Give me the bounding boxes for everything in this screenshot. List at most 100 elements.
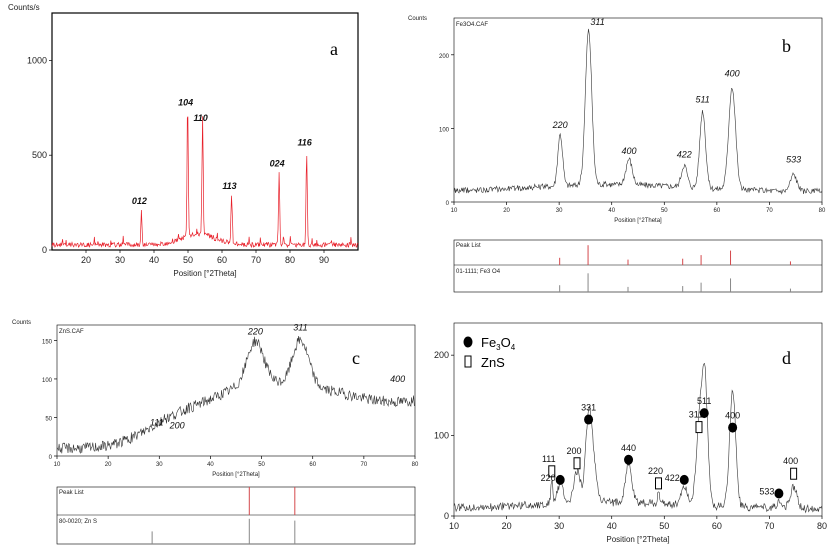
zns-peak-marker <box>790 467 798 480</box>
x-tick-label: 30 <box>554 521 564 531</box>
y-tick-label: 50 <box>45 416 52 422</box>
x-tick-label: 70 <box>361 462 368 468</box>
x-tick-label: 50 <box>659 521 669 531</box>
series-line-b <box>453 28 823 195</box>
peak-label: 200 <box>169 420 185 430</box>
y-tick-label: 500 <box>32 150 47 160</box>
x-tick-label: 80 <box>819 208 826 214</box>
peak-label: 116 <box>297 137 312 147</box>
peak-list-box <box>453 239 823 293</box>
peak-label: 400 <box>725 69 740 79</box>
fe3o4-peak-marker <box>624 454 634 465</box>
zns-peak-marker <box>655 477 663 490</box>
x-tick-label: 70 <box>764 521 774 531</box>
peak-list-reference: 01-1111; Fe3 O4 <box>456 269 501 275</box>
peak-label: 111 <box>150 417 164 427</box>
peak-list-box <box>56 486 416 545</box>
series-line-a <box>51 116 359 249</box>
fe3o4-peak-marker <box>699 408 709 419</box>
peak-label: 331 <box>581 403 596 413</box>
x-tick-label: 20 <box>503 208 510 214</box>
y-tick-label: 0 <box>42 245 47 255</box>
panel-d: 10 20 30 40 50 60 70 80 0 100 200 Position [°2Theta… <box>434 322 827 544</box>
x-tick-label: 60 <box>712 521 722 531</box>
peak-label: 400 <box>390 374 405 384</box>
x-axis-label: Position [°2Theta] <box>614 218 662 224</box>
x-tick-label: 50 <box>661 208 668 214</box>
panel-label-d: d <box>782 348 791 368</box>
plot-frame-a <box>51 12 359 251</box>
x-tick-label: 20 <box>81 255 91 265</box>
peak-label: 311 <box>689 410 703 420</box>
peak-label: 400 <box>622 146 637 156</box>
x-tick-label: 10 <box>54 462 61 468</box>
fe3o4-peak-marker <box>728 422 738 433</box>
x-tick-label: 70 <box>251 255 261 265</box>
peak-label: 024 <box>270 158 285 168</box>
peak-label: 533 <box>786 155 801 165</box>
x-tick-label: 40 <box>607 521 617 531</box>
peak-label: 311 <box>293 323 307 333</box>
peak-label: 012 <box>132 196 147 206</box>
peak-label: 422 <box>665 473 680 483</box>
peak-label: 400 <box>783 456 798 466</box>
x-tick-label: 70 <box>766 208 773 214</box>
y-tick-label: 0 <box>49 455 53 461</box>
x-tick-label: 80 <box>285 255 295 265</box>
y-axis-label: Counts/s <box>8 3 40 12</box>
peak-label: 400 <box>725 411 740 421</box>
y-tick-label: 0 <box>444 511 449 521</box>
peak-label: 220 <box>648 466 663 476</box>
x-tick-label: 60 <box>309 462 316 468</box>
panel-a: 20 30 40 50 60 70 80 90 0 500 1000 Position [°2Thet… <box>8 3 359 278</box>
x-tick-label: 10 <box>449 521 459 531</box>
panel-c: 10 20 30 40 50 60 70 80 0 50 100 150 Position [°2The… <box>12 320 419 545</box>
peak-label: 422 <box>677 150 692 160</box>
legend-d: Fe3O4 ZnS <box>463 335 516 370</box>
y-tick-label: 150 <box>42 339 53 345</box>
zns-peak-marker <box>573 457 581 470</box>
peak-label: 511 <box>697 396 711 406</box>
peak-label: 104 <box>178 98 193 108</box>
peak-label: 511 <box>695 94 709 104</box>
panel-label-a: a <box>330 39 338 59</box>
y-tick-label: 0 <box>446 201 450 207</box>
x-tick-label: 80 <box>817 521 827 531</box>
x-tick-label: 50 <box>183 255 193 265</box>
x-tick-label: 30 <box>156 462 163 468</box>
peak-label: 220 <box>552 120 568 130</box>
zns-legend-marker <box>464 355 472 368</box>
x-tick-label: 90 <box>319 255 329 265</box>
y-axis-label: Counts <box>408 16 427 22</box>
panel-label-c: c <box>352 348 360 368</box>
fe3o4-peak-marker <box>774 488 784 499</box>
x-tick-label: 40 <box>149 255 159 265</box>
y-tick-label: 100 <box>439 127 450 133</box>
file-name: Fe3O4.CAF <box>456 22 488 28</box>
plot-frame-b <box>453 17 823 203</box>
peak-label: 111 <box>542 454 556 464</box>
fe3o4-peak-marker <box>679 474 689 485</box>
fe3o4-peak-marker <box>584 414 594 425</box>
file-name: ZnS.CAF <box>59 329 84 335</box>
x-tick-label: 20 <box>502 521 512 531</box>
y-axis-label: Counts <box>12 320 31 326</box>
x-axis-label: Position [°2Theta] <box>212 472 260 478</box>
plot-frame-d <box>453 322 823 517</box>
fe3o4-peak-marker <box>555 474 565 485</box>
peak-list-title: Peak List <box>59 490 84 496</box>
x-axis-label: Position [°2Theta] <box>606 535 669 544</box>
x-axis-label: Position [°2Theta] <box>173 269 236 278</box>
x-tick-label: 50 <box>258 462 265 468</box>
y-tick-label: 1000 <box>27 55 47 65</box>
peak-list-title: Peak List <box>456 243 481 249</box>
y-tick-label: 100 <box>434 431 449 441</box>
panel-label-b: b <box>782 36 791 56</box>
plot-frame-c <box>56 324 416 457</box>
peak-label: 200 <box>567 446 582 456</box>
zns-peak-marker <box>548 465 556 478</box>
x-tick-label: 30 <box>556 208 563 214</box>
peak-label: 311 <box>590 17 604 27</box>
x-tick-label: 60 <box>217 255 227 265</box>
